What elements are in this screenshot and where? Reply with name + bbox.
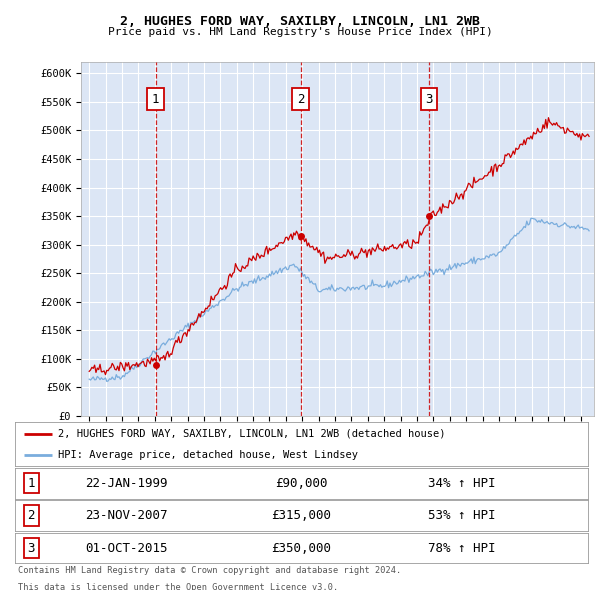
Text: Contains HM Land Registry data © Crown copyright and database right 2024.: Contains HM Land Registry data © Crown c… (18, 566, 401, 575)
Text: Price paid vs. HM Land Registry's House Price Index (HPI): Price paid vs. HM Land Registry's House … (107, 27, 493, 37)
Text: HPI: Average price, detached house, West Lindsey: HPI: Average price, detached house, West… (58, 450, 358, 460)
Text: 78% ↑ HPI: 78% ↑ HPI (428, 542, 495, 555)
Text: This data is licensed under the Open Government Licence v3.0.: This data is licensed under the Open Gov… (18, 583, 338, 590)
Text: 01-OCT-2015: 01-OCT-2015 (85, 542, 168, 555)
Text: 3: 3 (425, 93, 433, 106)
Text: 2: 2 (27, 509, 35, 522)
Text: 34% ↑ HPI: 34% ↑ HPI (428, 477, 495, 490)
Text: 1: 1 (152, 93, 160, 106)
Text: 53% ↑ HPI: 53% ↑ HPI (428, 509, 495, 522)
Text: 2, HUGHES FORD WAY, SAXILBY, LINCOLN, LN1 2WB (detached house): 2, HUGHES FORD WAY, SAXILBY, LINCOLN, LN… (58, 429, 445, 439)
Text: 23-NOV-2007: 23-NOV-2007 (85, 509, 168, 522)
Text: 22-JAN-1999: 22-JAN-1999 (85, 477, 168, 490)
Text: 2: 2 (297, 93, 304, 106)
Text: 1: 1 (27, 477, 35, 490)
Text: £350,000: £350,000 (271, 542, 331, 555)
Text: 2, HUGHES FORD WAY, SAXILBY, LINCOLN, LN1 2WB: 2, HUGHES FORD WAY, SAXILBY, LINCOLN, LN… (120, 15, 480, 28)
Text: £315,000: £315,000 (271, 509, 331, 522)
Text: £90,000: £90,000 (275, 477, 328, 490)
Text: 3: 3 (27, 542, 35, 555)
